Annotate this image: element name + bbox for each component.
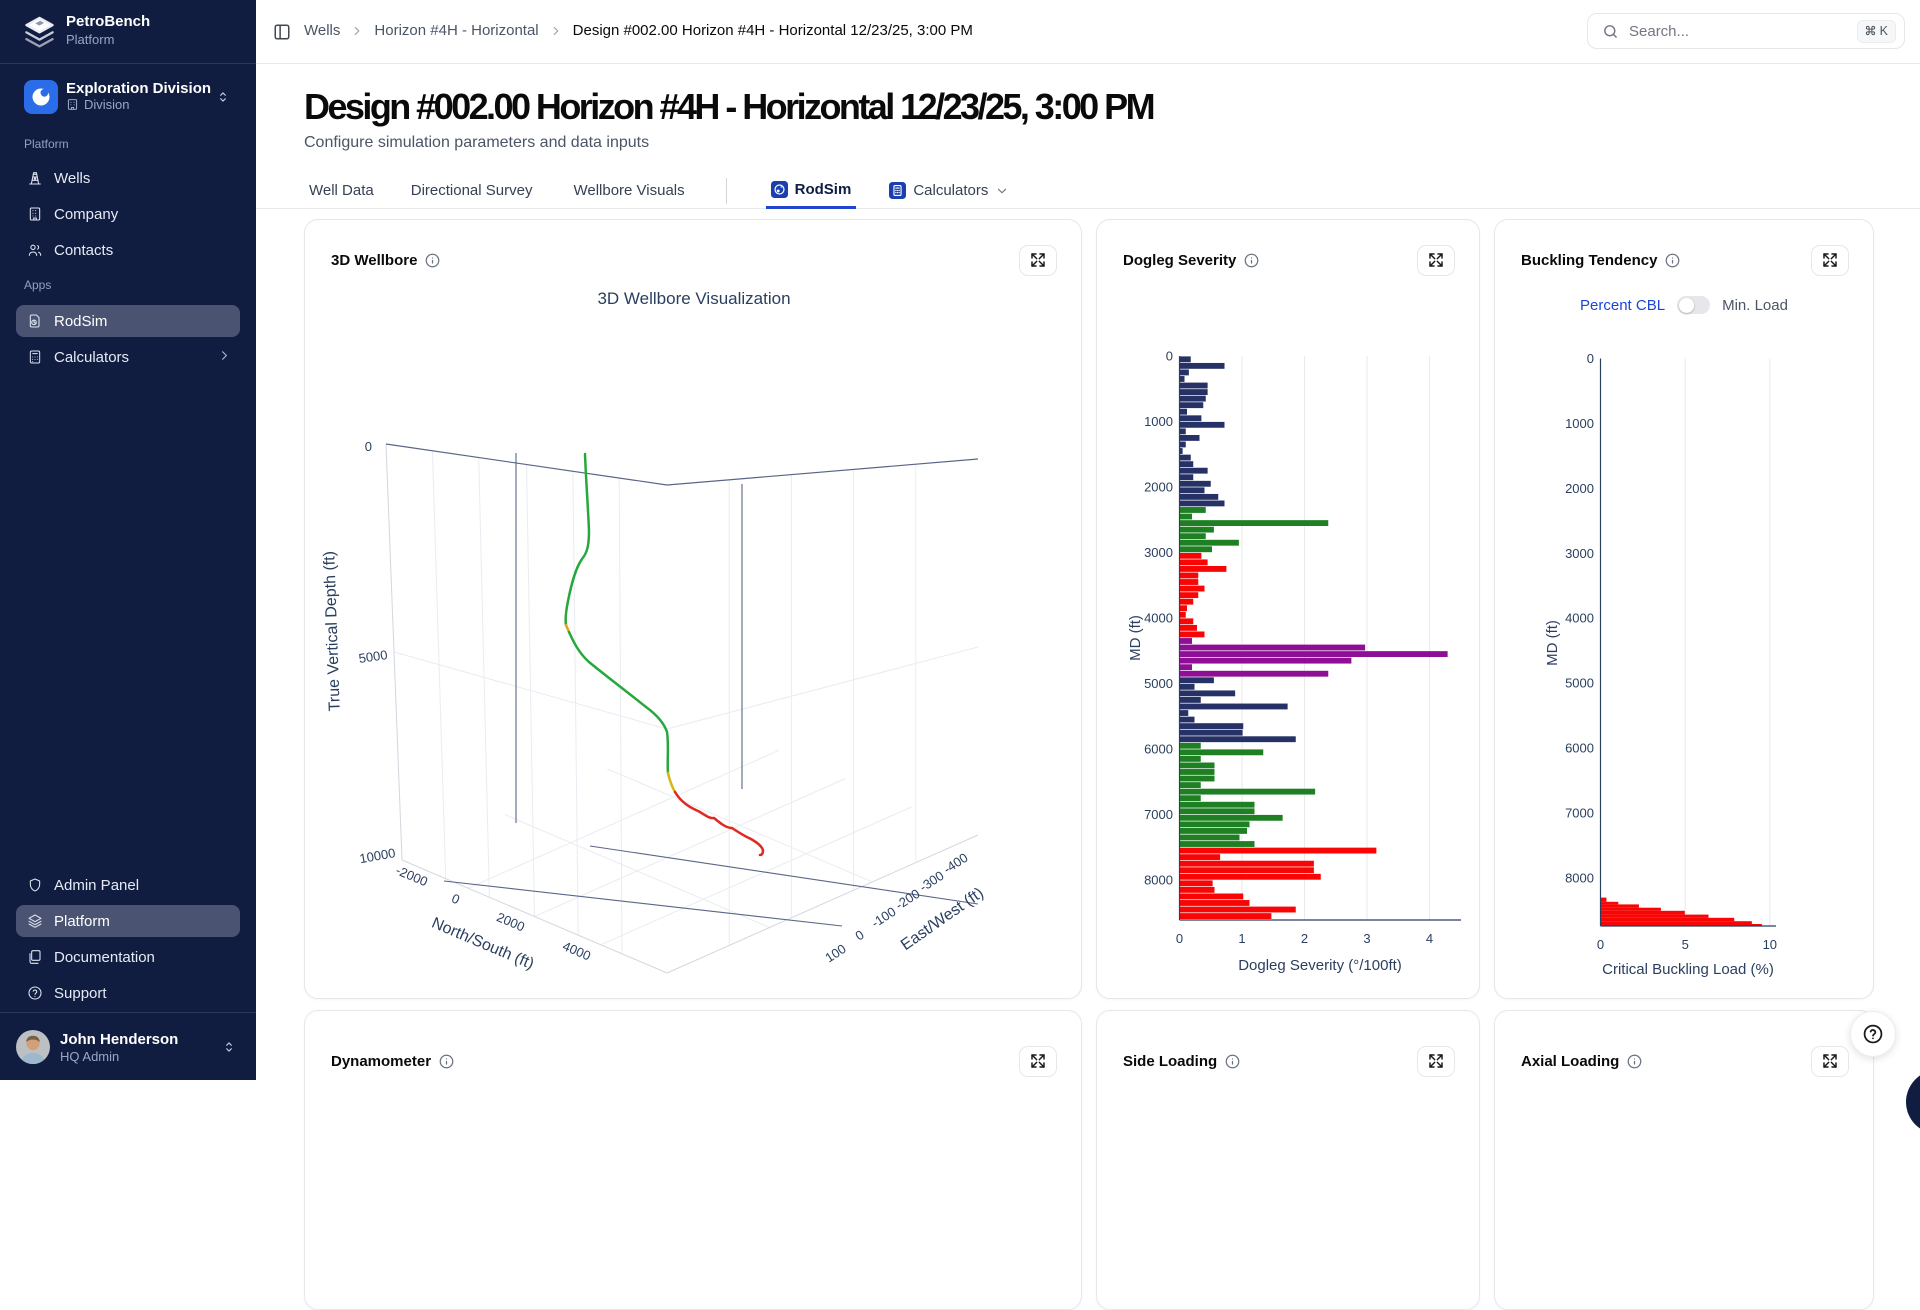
svg-text:7000: 7000 [1144,807,1173,822]
svg-text:-100: -100 [869,904,899,931]
svg-text:1: 1 [1238,931,1245,946]
svg-text:0: 0 [449,891,462,908]
svg-text:0: 0 [365,439,372,454]
svg-text:6000: 6000 [1565,741,1594,756]
svg-text:5: 5 [1682,937,1689,952]
svg-text:MD (ft): MD (ft) [1544,620,1561,666]
svg-text:0: 0 [1166,349,1173,364]
svg-text:4000: 4000 [561,938,593,963]
svg-text:2000: 2000 [1565,481,1594,496]
svg-text:3000: 3000 [1565,546,1594,561]
svg-text:1000: 1000 [1144,414,1173,429]
svg-text:MD (ft): MD (ft) [1127,615,1144,661]
svg-text:Critical Buckling Load (%): Critical Buckling Load (%) [1602,961,1774,978]
svg-text:5000: 5000 [358,647,389,666]
svg-text:1000: 1000 [1565,416,1594,431]
svg-text:100: 100 [822,941,848,965]
svg-text:10: 10 [1763,937,1777,952]
svg-text:4000: 4000 [1565,611,1594,626]
svg-text:-400: -400 [941,850,971,877]
svg-text:3000: 3000 [1144,545,1173,560]
svg-text:0: 0 [1176,931,1183,946]
svg-text:5000: 5000 [1565,676,1594,691]
svg-text:6000: 6000 [1144,742,1173,757]
svg-text:5000: 5000 [1144,676,1173,691]
svg-text:4000: 4000 [1144,611,1173,626]
svg-text:3D Wellbore Visualization: 3D Wellbore Visualization [597,289,790,308]
svg-text:8000: 8000 [1144,873,1173,888]
svg-text:8000: 8000 [1565,870,1594,885]
svg-text:2000: 2000 [1144,480,1173,495]
svg-text:7000: 7000 [1565,806,1594,821]
svg-text:10000: 10000 [358,845,396,866]
svg-text:True Vertical Depth (ft): True Vertical Depth (ft) [321,551,344,712]
svg-text:-200: -200 [893,886,923,913]
svg-text:0: 0 [1587,351,1594,366]
svg-text:2: 2 [1301,931,1308,946]
svg-text:-2000: -2000 [394,862,430,889]
svg-text:Dogleg Severity (°/100ft): Dogleg Severity (°/100ft) [1238,957,1402,974]
svg-text:2000: 2000 [495,909,527,934]
svg-text:0: 0 [852,927,866,944]
svg-text:0: 0 [1597,937,1604,952]
svg-text:-300: -300 [917,868,947,895]
svg-text:4: 4 [1426,931,1433,946]
svg-text:3: 3 [1363,931,1370,946]
